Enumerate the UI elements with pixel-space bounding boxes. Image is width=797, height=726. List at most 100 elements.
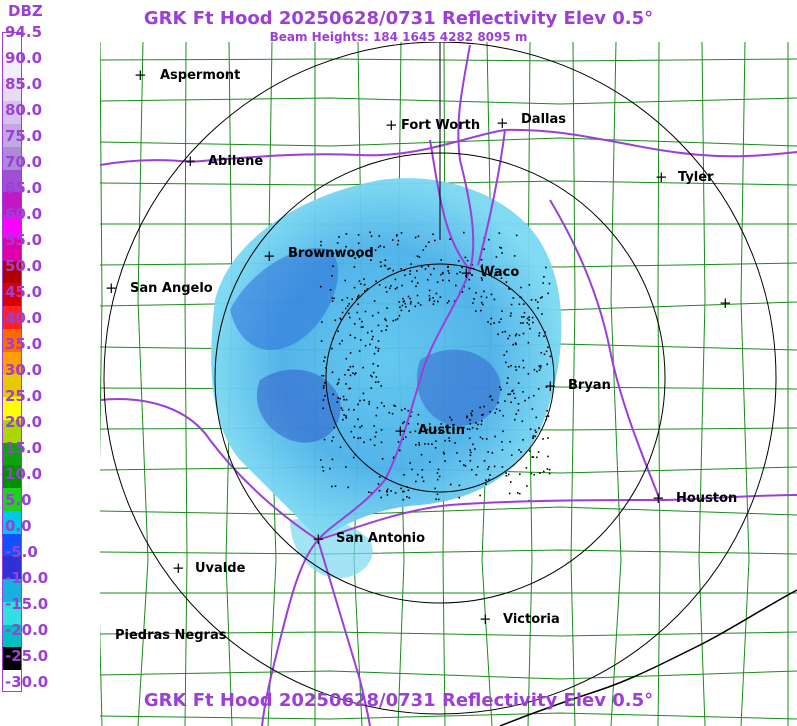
echo-speckle (416, 270, 418, 272)
echo-speckle (477, 423, 479, 426)
echo-speckle (470, 412, 472, 415)
echo-speckle (449, 238, 451, 240)
legend-color-swatch (3, 55, 21, 80)
echo-speckle (409, 273, 411, 275)
echo-speckle (470, 468, 473, 471)
echo-speckle (341, 340, 343, 342)
echo-speckle (429, 461, 431, 463)
legend-label: 85.0 (5, 75, 43, 93)
echo-speckle (359, 399, 361, 402)
echo-speckle (447, 270, 450, 272)
echo-speckle (407, 295, 410, 298)
legend-label: 80.0 (5, 101, 43, 119)
echo-speckle (357, 242, 360, 245)
echo-speckle (391, 412, 394, 415)
legend-color-swatch (3, 306, 21, 330)
echo-speckle (513, 255, 516, 257)
echo-speckle (549, 355, 552, 358)
echo-speckle (377, 324, 380, 327)
echo-speckle (497, 333, 499, 336)
echo-speckle (417, 235, 420, 238)
echo-speckle (453, 300, 456, 302)
echo-speckle (463, 231, 465, 234)
legend-color-swatch (3, 488, 21, 512)
range-rings (103, 42, 777, 715)
echo-speckle (546, 468, 549, 470)
echo-speckle (481, 264, 483, 266)
echo-speckle (363, 283, 366, 286)
echo-speckle (473, 298, 475, 300)
legend-color-swatch (3, 556, 21, 581)
echo-speckle (345, 357, 348, 360)
echo-speckle (476, 428, 478, 430)
echo-speckle (528, 450, 531, 452)
echo-speckle (383, 246, 385, 248)
echo-speckle (507, 393, 510, 396)
echo-speckle (386, 307, 388, 309)
echo-speckle (364, 290, 366, 292)
legend-label: 75.0 (5, 127, 43, 145)
legend-label: -10.0 (5, 569, 49, 587)
echo-speckle (545, 266, 547, 269)
echo-speckle (378, 284, 381, 286)
echo-speckle (345, 307, 347, 310)
echo-speckle (348, 252, 350, 255)
echo-speckle (522, 332, 525, 335)
echo-speckle (344, 279, 346, 282)
legend-color-swatch (3, 351, 21, 376)
echo-speckle (433, 300, 436, 303)
echo-speckle (374, 381, 377, 383)
echo-speckle (436, 493, 439, 496)
echo-speckle (409, 415, 412, 417)
echo-speckle (385, 329, 387, 331)
echo-speckle (436, 472, 439, 474)
echo-speckle (369, 438, 372, 441)
city-marker: + (172, 559, 185, 577)
echo-speckle (368, 403, 370, 405)
echo-speckle (507, 366, 510, 368)
echo-speckle (547, 415, 550, 417)
echo-speckle (513, 392, 515, 395)
echo-speckle (368, 491, 370, 493)
county-line (137, 42, 149, 726)
echo-speckle (396, 243, 399, 246)
echo-speckle (340, 407, 343, 409)
echo-speckle (366, 331, 369, 334)
echo-speckle (348, 303, 350, 305)
echo-speckle (343, 398, 345, 401)
highways (100, 44, 797, 726)
echo-speckle (384, 286, 387, 289)
echo-speckle (502, 414, 505, 417)
legend-label: 0.0 (5, 517, 32, 535)
legend-label: 5.0 (5, 491, 32, 509)
echo-speckle (409, 462, 411, 464)
echo-speckle (403, 490, 405, 493)
echo-speckle (448, 440, 451, 442)
echo-speckle (547, 346, 549, 349)
echo-speckle (481, 414, 483, 416)
echo-speckle (320, 240, 322, 243)
echo-speckle (505, 472, 507, 474)
echo-speckle (428, 423, 431, 425)
echo-speckle (351, 298, 353, 300)
echo-speckle (424, 268, 427, 270)
echo-speckle (416, 255, 419, 257)
county-line (100, 712, 797, 720)
echo-speckle (510, 364, 512, 367)
echo-speckle (464, 465, 467, 467)
echo-speckle (529, 327, 531, 330)
echo-speckle (331, 458, 334, 461)
echo-speckle (489, 410, 491, 413)
echo-speckle (528, 396, 530, 399)
echo-speckle (533, 368, 536, 371)
echo-speckle (531, 408, 534, 410)
city-label-abilene: Abilene (208, 154, 264, 169)
echo-speckle (377, 483, 380, 485)
echo-speckle (436, 281, 439, 283)
echo-speckle (443, 453, 445, 455)
echo-speckle (396, 318, 399, 320)
echo-speckle (403, 421, 406, 423)
echo-speckle (357, 403, 359, 406)
echo-speckle (512, 343, 514, 346)
echo-speckle (543, 353, 546, 356)
